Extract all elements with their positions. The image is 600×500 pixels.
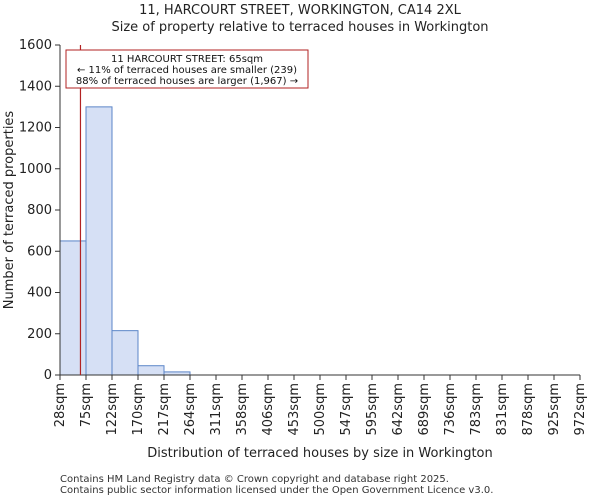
x-tick-label: 311sqm: [209, 383, 224, 436]
y-tick-label: 1600: [19, 38, 52, 53]
x-tick-label: 689sqm: [417, 383, 432, 436]
chart-title: 11, HARCOURT STREET, WORKINGTON, CA14 2X…: [139, 3, 461, 18]
chart-subtitle: Size of property relative to terraced ho…: [111, 20, 489, 35]
histogram-bar: [59, 240, 87, 376]
histogram-bar: [85, 106, 113, 376]
x-tick-label: 972sqm: [573, 383, 588, 436]
y-tick-label: 1000: [19, 162, 52, 177]
x-tick-label: 547sqm: [339, 383, 354, 436]
x-tick-label: 358sqm: [235, 383, 250, 436]
y-tick-label: 600: [27, 244, 52, 259]
x-tick-label: 453sqm: [287, 383, 302, 436]
histogram-bar: [137, 365, 165, 376]
histogram-bar: [111, 330, 139, 376]
annotation-box: [65, 49, 309, 89]
x-tick-label: 831sqm: [495, 383, 510, 436]
y-tick-label: 200: [27, 327, 52, 342]
x-tick-label: 642sqm: [391, 383, 406, 436]
y-axis-label: Number of terraced properties: [2, 111, 17, 310]
x-tick-label: 170sqm: [131, 383, 146, 436]
x-tick-label: 122sqm: [105, 383, 120, 436]
x-tick-label: 736sqm: [443, 383, 458, 436]
footer-copyright: Contains HM Land Registry data © Crown c…: [60, 474, 449, 485]
x-tick-label: 925sqm: [547, 383, 562, 436]
y-tick-label: 1200: [19, 121, 52, 136]
footer-licence: Contains public sector information licen…: [60, 485, 494, 496]
x-tick-label: 783sqm: [469, 383, 484, 436]
y-tick-label: 0: [44, 368, 52, 383]
annotation-smaller: ← 11% of terraced houses are smaller (23…: [77, 65, 297, 76]
x-tick-label: 878sqm: [521, 383, 536, 436]
annotation-larger: 88% of terraced houses are larger (1,967…: [76, 76, 298, 87]
y-tick-label: 400: [27, 286, 52, 301]
x-axis-label: Distribution of terraced houses by size …: [147, 446, 493, 461]
y-tick-label: 800: [27, 203, 52, 218]
x-tick-label: 75sqm: [79, 383, 94, 427]
x-tick-label: 28sqm: [53, 383, 68, 427]
x-tick-label: 217sqm: [157, 383, 172, 436]
y-tick-label: 1400: [19, 79, 52, 94]
x-tick-label: 406sqm: [261, 383, 276, 436]
x-tick-label: 264sqm: [183, 383, 198, 436]
x-tick-label: 500sqm: [313, 383, 328, 436]
x-tick-label: 595sqm: [365, 383, 380, 436]
annotation-title: 11 HARCOURT STREET: 65sqm: [111, 54, 263, 65]
